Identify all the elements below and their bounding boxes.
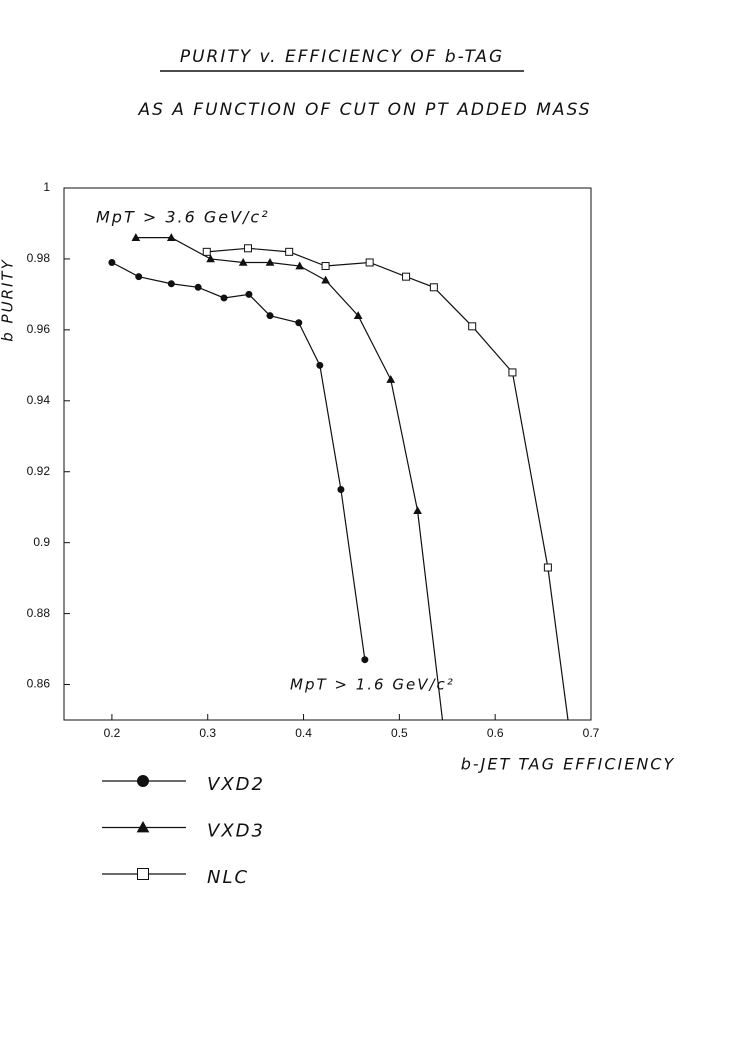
x-tick-label: 0.6 <box>487 726 504 740</box>
y-axis-label: b PURITY <box>0 258 17 342</box>
x-tick-label: 0.5 <box>391 726 408 740</box>
annotation: MpT > 3.6 GeV/c² <box>96 208 270 227</box>
y-tick-label: 0.94 <box>27 393 51 407</box>
marker <box>220 294 228 302</box>
marker <box>429 283 438 292</box>
marker <box>361 656 369 664</box>
marker <box>402 272 411 281</box>
marker <box>295 319 303 327</box>
marker <box>206 254 215 263</box>
marker <box>508 368 517 377</box>
plot-frame <box>63 187 592 721</box>
marker <box>135 273 143 281</box>
series-line <box>135 237 444 720</box>
marker <box>245 290 253 298</box>
chart-subtitle: AS A FUNCTION OF CUT ON PT ADDED MASS <box>137 100 591 120</box>
series-line <box>111 261 366 660</box>
marker <box>295 261 305 270</box>
x-tick-label: 0.7 <box>583 726 600 740</box>
y-tick-label: 0.88 <box>27 606 51 620</box>
x-tick-label: 0.3 <box>199 726 216 740</box>
marker <box>265 257 275 266</box>
y-tick-label: 0.86 <box>27 677 51 691</box>
marker <box>137 775 149 787</box>
marker <box>202 247 211 256</box>
marker <box>137 868 149 880</box>
series-line <box>206 247 569 720</box>
marker <box>285 247 294 256</box>
legend-label: VXD2 <box>207 774 265 795</box>
marker <box>337 485 345 493</box>
marker <box>321 275 330 284</box>
marker <box>243 244 252 253</box>
plot-area <box>108 233 569 720</box>
marker <box>413 506 422 515</box>
marker <box>316 361 324 369</box>
marker <box>108 258 116 266</box>
y-tick-label: 1 <box>43 180 50 194</box>
marker <box>321 262 330 271</box>
marker <box>266 312 274 320</box>
marker <box>194 283 202 291</box>
marker <box>166 233 176 241</box>
x-axis-label: b-JET TAG EFFICIENCY <box>461 755 676 774</box>
marker <box>386 374 396 383</box>
marker <box>131 233 141 241</box>
y-tick-label: 0.92 <box>27 464 51 478</box>
marker <box>238 257 248 266</box>
y-tick-label: 0.98 <box>27 251 51 265</box>
x-tick-label: 0.4 <box>295 726 312 740</box>
marker <box>468 322 477 331</box>
y-tick-label: 0.96 <box>27 322 51 336</box>
chart-title: PURITY v. EFFICIENCY OF b-TAG <box>180 47 504 67</box>
legend-label: VXD3 <box>207 821 265 842</box>
y-tick-label: 0.9 <box>33 535 50 549</box>
x-tick-label: 0.2 <box>104 726 121 740</box>
annotation: MpT > 1.6 GeV/c² <box>290 676 455 694</box>
marker <box>136 820 150 833</box>
marker <box>353 311 363 319</box>
marker <box>365 258 374 267</box>
legend-label: NLC <box>207 867 249 888</box>
marker <box>167 280 175 288</box>
marker <box>543 563 552 572</box>
